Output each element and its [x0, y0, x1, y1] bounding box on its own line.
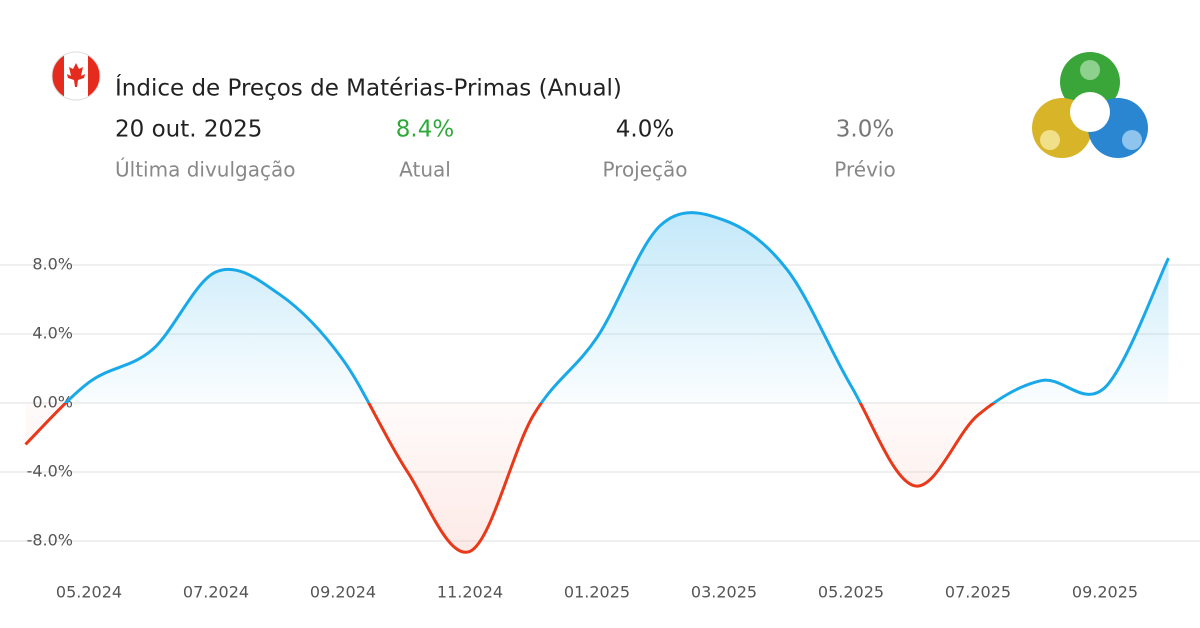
x-tick-label: 09.2024 — [310, 583, 376, 602]
forecast-label: Projeção — [602, 158, 687, 182]
x-tick-label: 05.2025 — [818, 583, 884, 602]
y-tick-label: -8.0% — [27, 531, 73, 550]
x-tick-label: 07.2024 — [183, 583, 249, 602]
y-tick-label: 8.0% — [32, 255, 73, 274]
y-tick-label: 4.0% — [32, 324, 73, 343]
flag-border — [51, 51, 101, 101]
actual-value: 8.4% — [396, 117, 454, 143]
previous-value: 3.0% — [836, 117, 894, 143]
x-tick-label: 01.2025 — [564, 583, 630, 602]
release-date: 20 out. 2025 — [115, 117, 262, 143]
x-tick-label: 07.2025 — [945, 583, 1011, 602]
forecast-value: 4.0% — [616, 117, 674, 143]
date-label: Última divulgação — [115, 158, 295, 182]
chart-title: Índice de Preços de Matérias-Primas (Anu… — [115, 74, 622, 102]
x-tick-label: 11.2024 — [437, 583, 503, 602]
y-tick-label: -4.0% — [27, 462, 73, 481]
x-tick-label: 09.2025 — [1072, 583, 1138, 602]
previous-label: Prévio — [834, 158, 895, 182]
area — [25, 212, 1169, 553]
x-tick-label: 03.2025 — [691, 583, 757, 602]
line — [24, 211, 1170, 554]
x-tick-label: 05.2024 — [56, 583, 122, 602]
actual-label: Atual — [399, 158, 451, 182]
logo — [1032, 52, 1148, 158]
